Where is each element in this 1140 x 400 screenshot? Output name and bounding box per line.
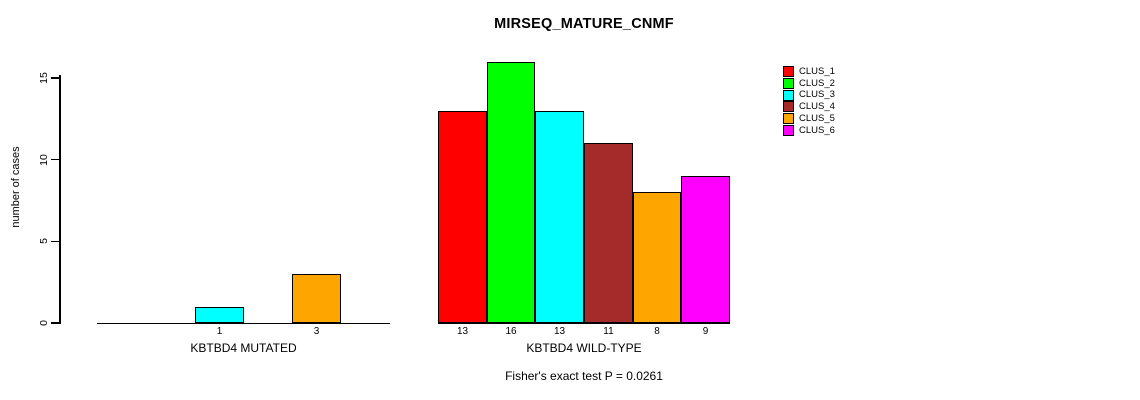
- legend-swatch-icon: [783, 89, 794, 101]
- bar-clus_2: [487, 61, 535, 323]
- y-axis-tick: [51, 240, 59, 243]
- legend-item: CLUS_2: [783, 78, 835, 90]
- legend-swatch-icon: [783, 113, 794, 125]
- legend-label: CLUS_6: [799, 124, 835, 136]
- y-axis-tick-label: 10: [38, 153, 50, 166]
- bar-value-label: 3: [313, 326, 320, 337]
- x-axis-baseline: [97, 322, 390, 324]
- legend-item: CLUS_4: [783, 101, 835, 113]
- legend-label: CLUS_5: [799, 112, 835, 124]
- y-axis-tick-label: 0: [38, 320, 50, 326]
- bar-value-label: 16: [505, 326, 517, 337]
- y-axis-title: number of cases: [10, 146, 22, 228]
- bar-clus_6: [681, 176, 730, 323]
- y-axis-tick: [51, 158, 59, 161]
- bar-clus_5: [292, 274, 341, 323]
- bar-value-label: 8: [654, 326, 660, 337]
- legend: CLUS_1 CLUS_2 CLUS_3 CLUS_4 CLUS_5 CLUS_6: [783, 66, 835, 136]
- chart-title: MIRSEQ_MATURE_CNMF: [494, 16, 674, 32]
- legend-item: CLUS_6: [783, 124, 835, 136]
- legend-label: CLUS_2: [799, 77, 835, 89]
- bar-value-label: 1: [216, 326, 223, 337]
- group-label: KBTBD4 MUTATED: [190, 341, 297, 355]
- y-axis-tick-label: 5: [38, 238, 50, 245]
- group-label: KBTBD4 WILD-TYPE: [526, 341, 642, 355]
- legend-label: CLUS_1: [799, 66, 835, 78]
- y-axis-tick: [51, 77, 59, 79]
- legend-swatch-icon: [783, 124, 794, 136]
- fisher-test-annotation: Fisher's exact test P = 0.0261: [505, 369, 663, 383]
- bar-clus_3: [195, 306, 244, 323]
- bar-value-label: 9: [702, 326, 709, 337]
- bar-value-label: 11: [603, 326, 614, 337]
- y-axis-line: [59, 75, 61, 324]
- bar-value-label: 13: [553, 326, 566, 337]
- bar-clus_4: [584, 143, 633, 323]
- legend-item: CLUS_3: [783, 89, 835, 101]
- bar-clus_1: [438, 110, 487, 323]
- y-axis-tick-label: 15: [38, 72, 50, 84]
- bar-clus_5: [633, 192, 681, 323]
- bar-clus_3: [535, 110, 584, 323]
- y-axis-tick: [51, 322, 59, 324]
- x-axis-baseline: [438, 322, 730, 324]
- bar-value-label: 13: [456, 326, 469, 337]
- legend-swatch-icon: [783, 66, 794, 78]
- legend-swatch-icon: [783, 78, 794, 90]
- legend-label: CLUS_3: [799, 89, 835, 101]
- legend-swatch-icon: [783, 101, 794, 113]
- legend-label: CLUS_4: [799, 101, 835, 113]
- legend-item: CLUS_1: [783, 66, 835, 78]
- legend-item: CLUS_5: [783, 113, 835, 125]
